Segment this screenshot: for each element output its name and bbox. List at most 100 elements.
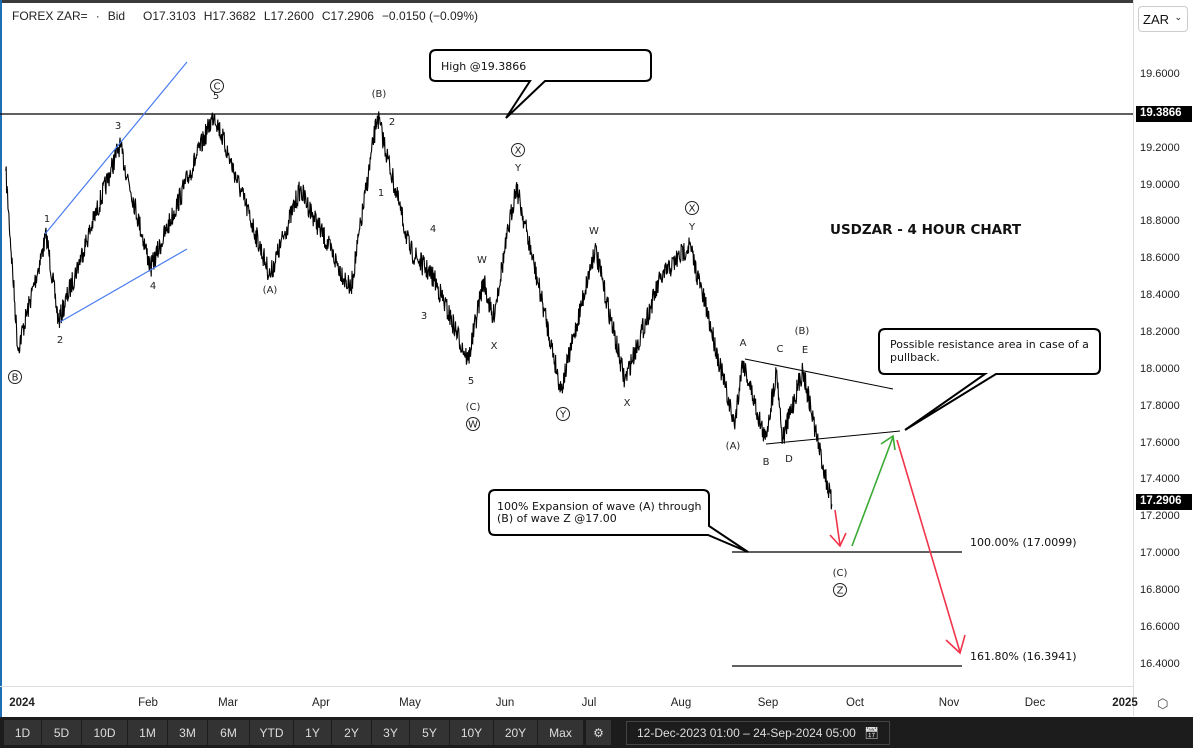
x-tick-label: Oct [846,697,864,709]
x-tick-label: Mar [218,697,238,709]
x-tick-label: Sep [757,697,779,709]
wave-label: B [12,373,19,384]
chevron-down-icon: ⌄ [1174,12,1182,22]
wave-label: 4 [150,281,156,292]
symbol: FOREX ZAR= [12,9,88,23]
y-tick-label: 16.6000 [1140,620,1180,633]
range-button-3m[interactable]: 3M [168,720,208,745]
range-button-1m[interactable]: 1M [128,720,168,745]
y-tick-label: 18.8000 [1140,215,1180,228]
x-tick-label: Feb [138,697,158,709]
calendar-icon: 📅︎ [863,725,880,740]
x-tick-label: Dec [1024,697,1046,709]
date-range-picker[interactable]: 12-Dec-2023 01:00 – 24-Sep-2024 05:00 📅︎ [626,720,891,745]
y-tick-label: 18.2000 [1140,325,1180,338]
quote-type: Bid [107,9,126,23]
range-button-5d[interactable]: 5D [42,720,82,745]
x-tick-label: Aug [670,697,692,709]
x-tick-label: Nov [938,697,960,709]
wave-label: E [802,345,808,356]
wave-label: D [785,454,793,465]
chart-title: USDZAR - 4 HOUR CHART [830,222,1022,238]
resistance-callout-text-1: Possible resistance area in case of a [890,338,1089,351]
wave-label: 1 [378,188,384,199]
wave-label: B [763,457,770,468]
x-tick-label: Jun [495,697,515,709]
wave-label: Y [688,222,696,233]
wave-label-circle [466,417,480,431]
wave-label: (A) [726,441,741,452]
wave-label: X [624,398,631,409]
wave-label-circle [685,201,699,215]
currency-select[interactable]: ZAR ⌄ [1138,6,1188,32]
settings-gear-icon[interactable]: ⚙ [586,720,612,745]
range-button-20y[interactable]: 20Y [494,720,538,745]
x-tick-label: 2025 [1112,697,1138,709]
wave-label: 5 [468,376,474,387]
wave-label: (C) [833,568,848,579]
date-range-text: 12-Dec-2023 01:00 – 24-Sep-2024 05:00 [637,725,856,740]
y-tick-label: 17.4000 [1140,473,1180,486]
y-tick-label: 19.6000 [1140,68,1180,80]
y-tick-label: 16.4000 [1140,657,1180,670]
y-tick-label: 17.8000 [1140,399,1180,412]
range-button-10d[interactable]: 10D [82,720,128,745]
window-top-bar [0,0,1193,3]
y-tick-label: 19.0000 [1140,178,1180,191]
wave-label: 2 [57,335,63,346]
wave-label: (B) [372,89,387,100]
high-price-badge: 19.3866 [1136,106,1192,122]
bear-arrow-short [829,509,847,548]
range-toolbar: 1D 5D 10D 1M 3M 6M YTD 1Y 2Y 3Y 5Y 10Y 20Y Max ⚙ 12-D… [0,717,1193,748]
expansion-callout: 100% Expansion of wave (A) through (B) o… [488,489,749,553]
y-tick-label: 18.0000 [1140,362,1180,375]
range-button-1d[interactable]: 1D [4,720,42,745]
currency-value: ZAR [1143,12,1169,27]
x-tick-label: Apr [312,697,330,709]
wave-label-circle [8,370,22,384]
y-tick-label: 17.2000 [1140,510,1180,523]
y-tick-label: 17.6000 [1140,436,1180,449]
x-tick-label: 2024 [9,697,35,709]
wave-label: X [689,204,696,215]
x-tick-label: Jul [581,697,597,709]
range-button-2y[interactable]: 2Y [332,720,372,745]
wave-label: 3 [115,121,121,132]
range-button-max[interactable]: Max [538,720,584,745]
y-tick-label: 18.6000 [1140,252,1180,265]
expansion-callout-text-2: (B) of wave Z @17.00 [497,512,617,525]
range-button-3y[interactable]: 3Y [372,720,410,745]
expansion-callout-text-1: 100% Expansion of wave (A) through [497,500,702,513]
fib-100-label: 100.00% (17.0099) [970,536,1077,549]
wave-label: X [515,146,522,157]
wedge-upper-line [44,61,188,235]
wave-label: (C) [466,402,481,413]
wave-label: Z [837,586,844,597]
high-callout: High @19.3866 [429,49,652,119]
range-button-1y[interactable]: 1Y [294,720,332,745]
triangle-upper-line [744,358,894,390]
wedge-lower-line [59,248,188,323]
window-edge [0,0,2,748]
time-axis[interactable]: 2024 Feb Mar Apr May Jun Jul Aug Sep Oct Nov Dec 202… [0,686,1138,716]
y-tick-label: 17.0000 [1140,547,1180,560]
price-chart[interactable]: High @19.3866 Possible resistance area i… [0,0,1133,686]
range-button-5y[interactable]: 5Y [410,720,450,745]
axis-settings-icon[interactable]: ⬡ [1157,697,1169,712]
y-tick-label: 16.8000 [1140,583,1180,596]
wave-label: W [477,255,487,266]
wave-label: 3 [421,311,427,322]
low-value: L17.2600 [263,9,314,23]
wave-label-circle [210,79,224,93]
price-series-line [5,111,833,510]
wave-label: (A) [263,285,278,296]
wave-label: W [468,420,478,431]
bear-arrow-long [896,439,966,655]
range-button-10y[interactable]: 10Y [450,720,494,745]
range-button-ytd[interactable]: YTD [250,720,294,745]
range-button-6m[interactable]: 6M [208,720,250,745]
wave-label: C [777,344,784,355]
bull-arrow [851,434,896,547]
wave-label: 4 [430,224,436,235]
change-value: −0.0150 (−0.09%) [381,9,478,23]
